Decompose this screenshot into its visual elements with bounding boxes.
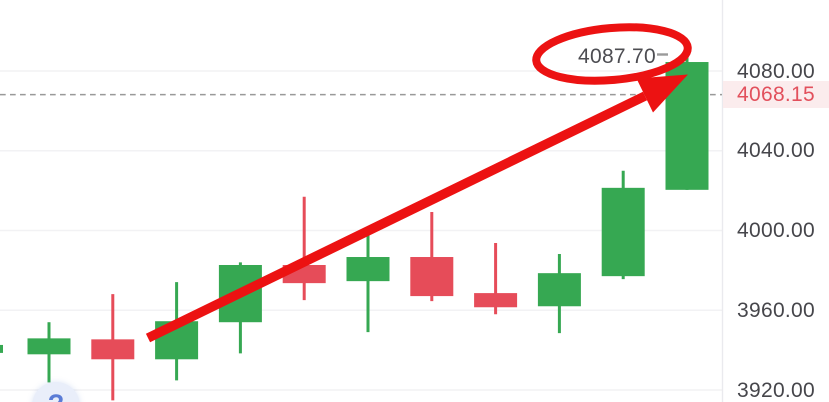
candle-body xyxy=(91,339,135,360)
help-icon: ? xyxy=(32,389,80,402)
candle-body xyxy=(346,257,390,282)
candle-body xyxy=(474,293,518,308)
help-widget-bubble[interactable]: ? xyxy=(32,382,80,402)
candles-group xyxy=(0,55,709,401)
candle-body xyxy=(27,338,71,355)
annotation-arrow xyxy=(145,74,688,343)
y-axis-tick-label: 4080.00 xyxy=(737,59,816,83)
y-axis-tick-label: 4040.00 xyxy=(737,139,816,163)
annotation-ellipse xyxy=(532,23,692,85)
last-price-label: 4068.15 xyxy=(737,83,816,107)
candle-body xyxy=(410,257,454,297)
high-price-annotation-label: 4087.70 xyxy=(577,45,656,68)
last-price-band xyxy=(723,81,829,109)
edge-candle-body xyxy=(0,344,3,353)
candle-body xyxy=(537,273,581,307)
y-axis-tick-label: 3920.00 xyxy=(737,378,816,402)
candle-body xyxy=(601,187,645,277)
y-axis-tick-label: 3960.00 xyxy=(737,298,816,322)
y-axis-tick-label: 4000.00 xyxy=(737,219,816,242)
